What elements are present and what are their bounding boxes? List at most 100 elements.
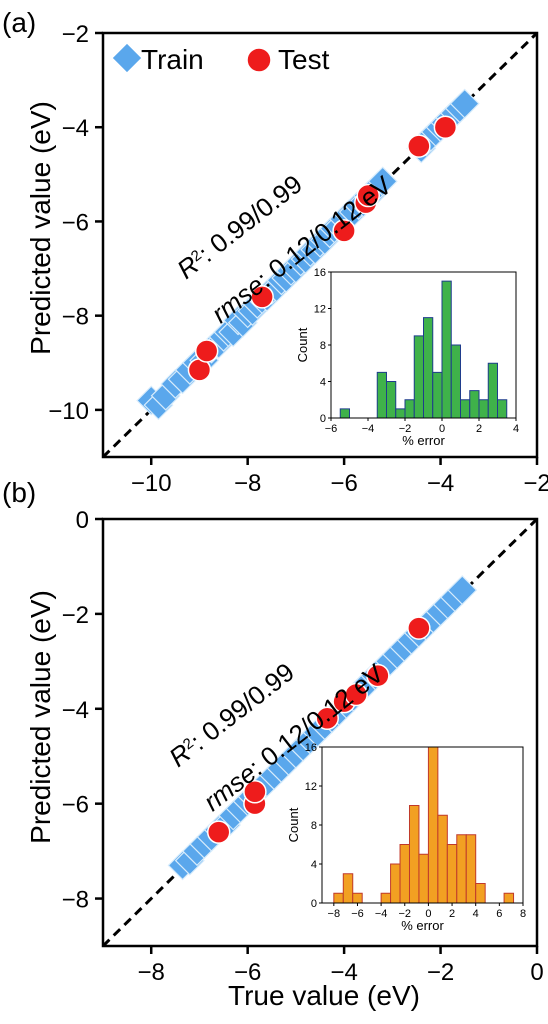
- histogram-bar: [390, 863, 401, 904]
- histogram-bar: [497, 399, 508, 419]
- inset-x-label: % error: [402, 433, 445, 448]
- histogram-bar: [450, 344, 461, 419]
- x-axis-label: True value (eV): [228, 980, 420, 1011]
- panel-b: (b) Predicted value (eV) −8 −6 −4 −2 0 −8 −6 −4…: [2, 477, 544, 1011]
- y-tick-label: −8: [62, 887, 89, 914]
- histogram-bar: [395, 408, 406, 419]
- y-tick-label: −2: [62, 602, 89, 629]
- x-tick-label: −6: [330, 470, 357, 497]
- test-point: [344, 682, 368, 707]
- histogram-bar: [427, 746, 439, 904]
- panel-a: (a) Predicted value (eV) −10 −8 −6 −4 −2−10−…: [2, 7, 548, 497]
- inset-y-tick-label: 8: [320, 340, 326, 352]
- plot-frame: [101, 31, 539, 459]
- y-tick-label: −4: [62, 115, 89, 142]
- inset-y-tick-label: 12: [314, 304, 326, 316]
- histogram-bar: [437, 814, 448, 904]
- inset-y-label: Count: [295, 327, 310, 362]
- test-point: [407, 616, 431, 640]
- test-point: [356, 183, 380, 208]
- test-point: [407, 134, 431, 158]
- legend-test-label: Test: [278, 44, 330, 75]
- histogram-bar: [423, 317, 434, 419]
- histogram-bar: [342, 873, 354, 904]
- inset-y-tick-label: 4: [311, 859, 317, 871]
- y-tick-label: 0: [76, 507, 89, 534]
- inset-x-tick-label: −6: [325, 423, 338, 435]
- x-tick-label: −6: [234, 959, 261, 986]
- legend-test-marker: [246, 47, 272, 73]
- x-tick-label: 0: [530, 959, 543, 986]
- test-point: [433, 115, 458, 139]
- inset-y-tick-label: 16: [305, 742, 317, 754]
- train-point: [449, 88, 480, 119]
- histogram-bar: [475, 883, 486, 904]
- histogram-bar: [352, 892, 363, 904]
- inset-y-tick-label: 4: [320, 377, 326, 389]
- inset-x-tick-label: 2: [476, 423, 482, 435]
- legend: Train Test: [112, 43, 330, 75]
- histogram-bar: [376, 371, 387, 419]
- y-axis-label: Predicted value (eV): [25, 590, 56, 844]
- test-point: [243, 780, 267, 804]
- inset-x-tick-label: −8: [328, 908, 341, 920]
- x-tick-label: −4: [427, 470, 454, 497]
- x-tick-label: −2: [427, 959, 454, 986]
- y-axis-label: Predicted value (eV): [25, 101, 56, 355]
- histogram-bar: [503, 892, 515, 904]
- x-tick-label: −10: [131, 470, 172, 497]
- inset-y-label: Count: [286, 807, 301, 842]
- x-tick-label: −8: [234, 470, 261, 497]
- y-tick-label: −4: [62, 697, 89, 724]
- inset-histogram: −6 −4 −2 0 2 4 0 4 8 12 16 % error Count: [295, 267, 519, 448]
- inset-x-tick-label: 0: [425, 908, 431, 920]
- legend-train-label: Train: [141, 44, 204, 75]
- inset-y-tick-label: 12: [305, 781, 317, 793]
- inset-y-tick-label: 16: [314, 267, 326, 279]
- test-point: [194, 339, 219, 363]
- inset-y-tick-label: 0: [320, 413, 326, 425]
- inset-x-tick-label: 4: [513, 423, 519, 435]
- plot-area: −10 −8 −6 −4 −2 −10 −8 −6 −4 −2: [48, 21, 548, 497]
- train-point: [447, 575, 478, 606]
- test-series: [206, 616, 431, 844]
- test-point: [315, 706, 339, 731]
- histogram-bar: [456, 834, 467, 904]
- histogram-bar: [446, 844, 458, 904]
- histogram-bar: [413, 335, 424, 419]
- inset-x-tick-label: −4: [375, 908, 388, 920]
- histogram-bar: [386, 381, 397, 419]
- histogram-bar: [404, 399, 415, 419]
- inset-x-tick-label: −2: [399, 423, 412, 435]
- y-tick-label: −8: [62, 304, 89, 331]
- inset-x-tick-label: 2: [449, 908, 455, 920]
- histogram-bar: [339, 408, 350, 419]
- histogram-bar: [399, 844, 410, 904]
- histogram-bar: [487, 362, 498, 419]
- test-series: [187, 115, 458, 382]
- inset-x-tick-label: 4: [473, 908, 479, 920]
- histogram-bar: [469, 390, 480, 419]
- histogram-bar: [333, 892, 344, 904]
- y-tick-label: −2: [62, 21, 89, 48]
- inset-x-tick-label: −6: [351, 908, 364, 920]
- x-tick-label: −4: [330, 959, 357, 986]
- histogram-bar: [465, 834, 477, 904]
- y-tick-label: −6: [62, 792, 89, 819]
- histogram-bar: [460, 399, 471, 419]
- test-point: [366, 663, 390, 688]
- inset-x-tick-label: 8: [520, 908, 526, 920]
- inset-y-tick-label: 8: [311, 820, 317, 832]
- inset-histogram: −8 −6 −4 −2 0 2 4 6 8 0 4 8 12 16 % error Count: [286, 742, 526, 933]
- panel-label: (a): [2, 7, 36, 38]
- inset-x-label: % error: [401, 918, 444, 933]
- y-tick-label: −10: [48, 398, 89, 425]
- histogram-bar: [432, 371, 443, 419]
- histogram-bar: [478, 399, 489, 419]
- inset-x-tick-label: −4: [362, 423, 375, 435]
- plot-area: −8 −6 −4 −2 0 −8 −6 −4 −2 0: [62, 507, 544, 986]
- plot-frame: [101, 517, 539, 948]
- legend-train-marker: [112, 43, 142, 73]
- test-point: [206, 820, 231, 844]
- histogram-bar: [418, 853, 429, 904]
